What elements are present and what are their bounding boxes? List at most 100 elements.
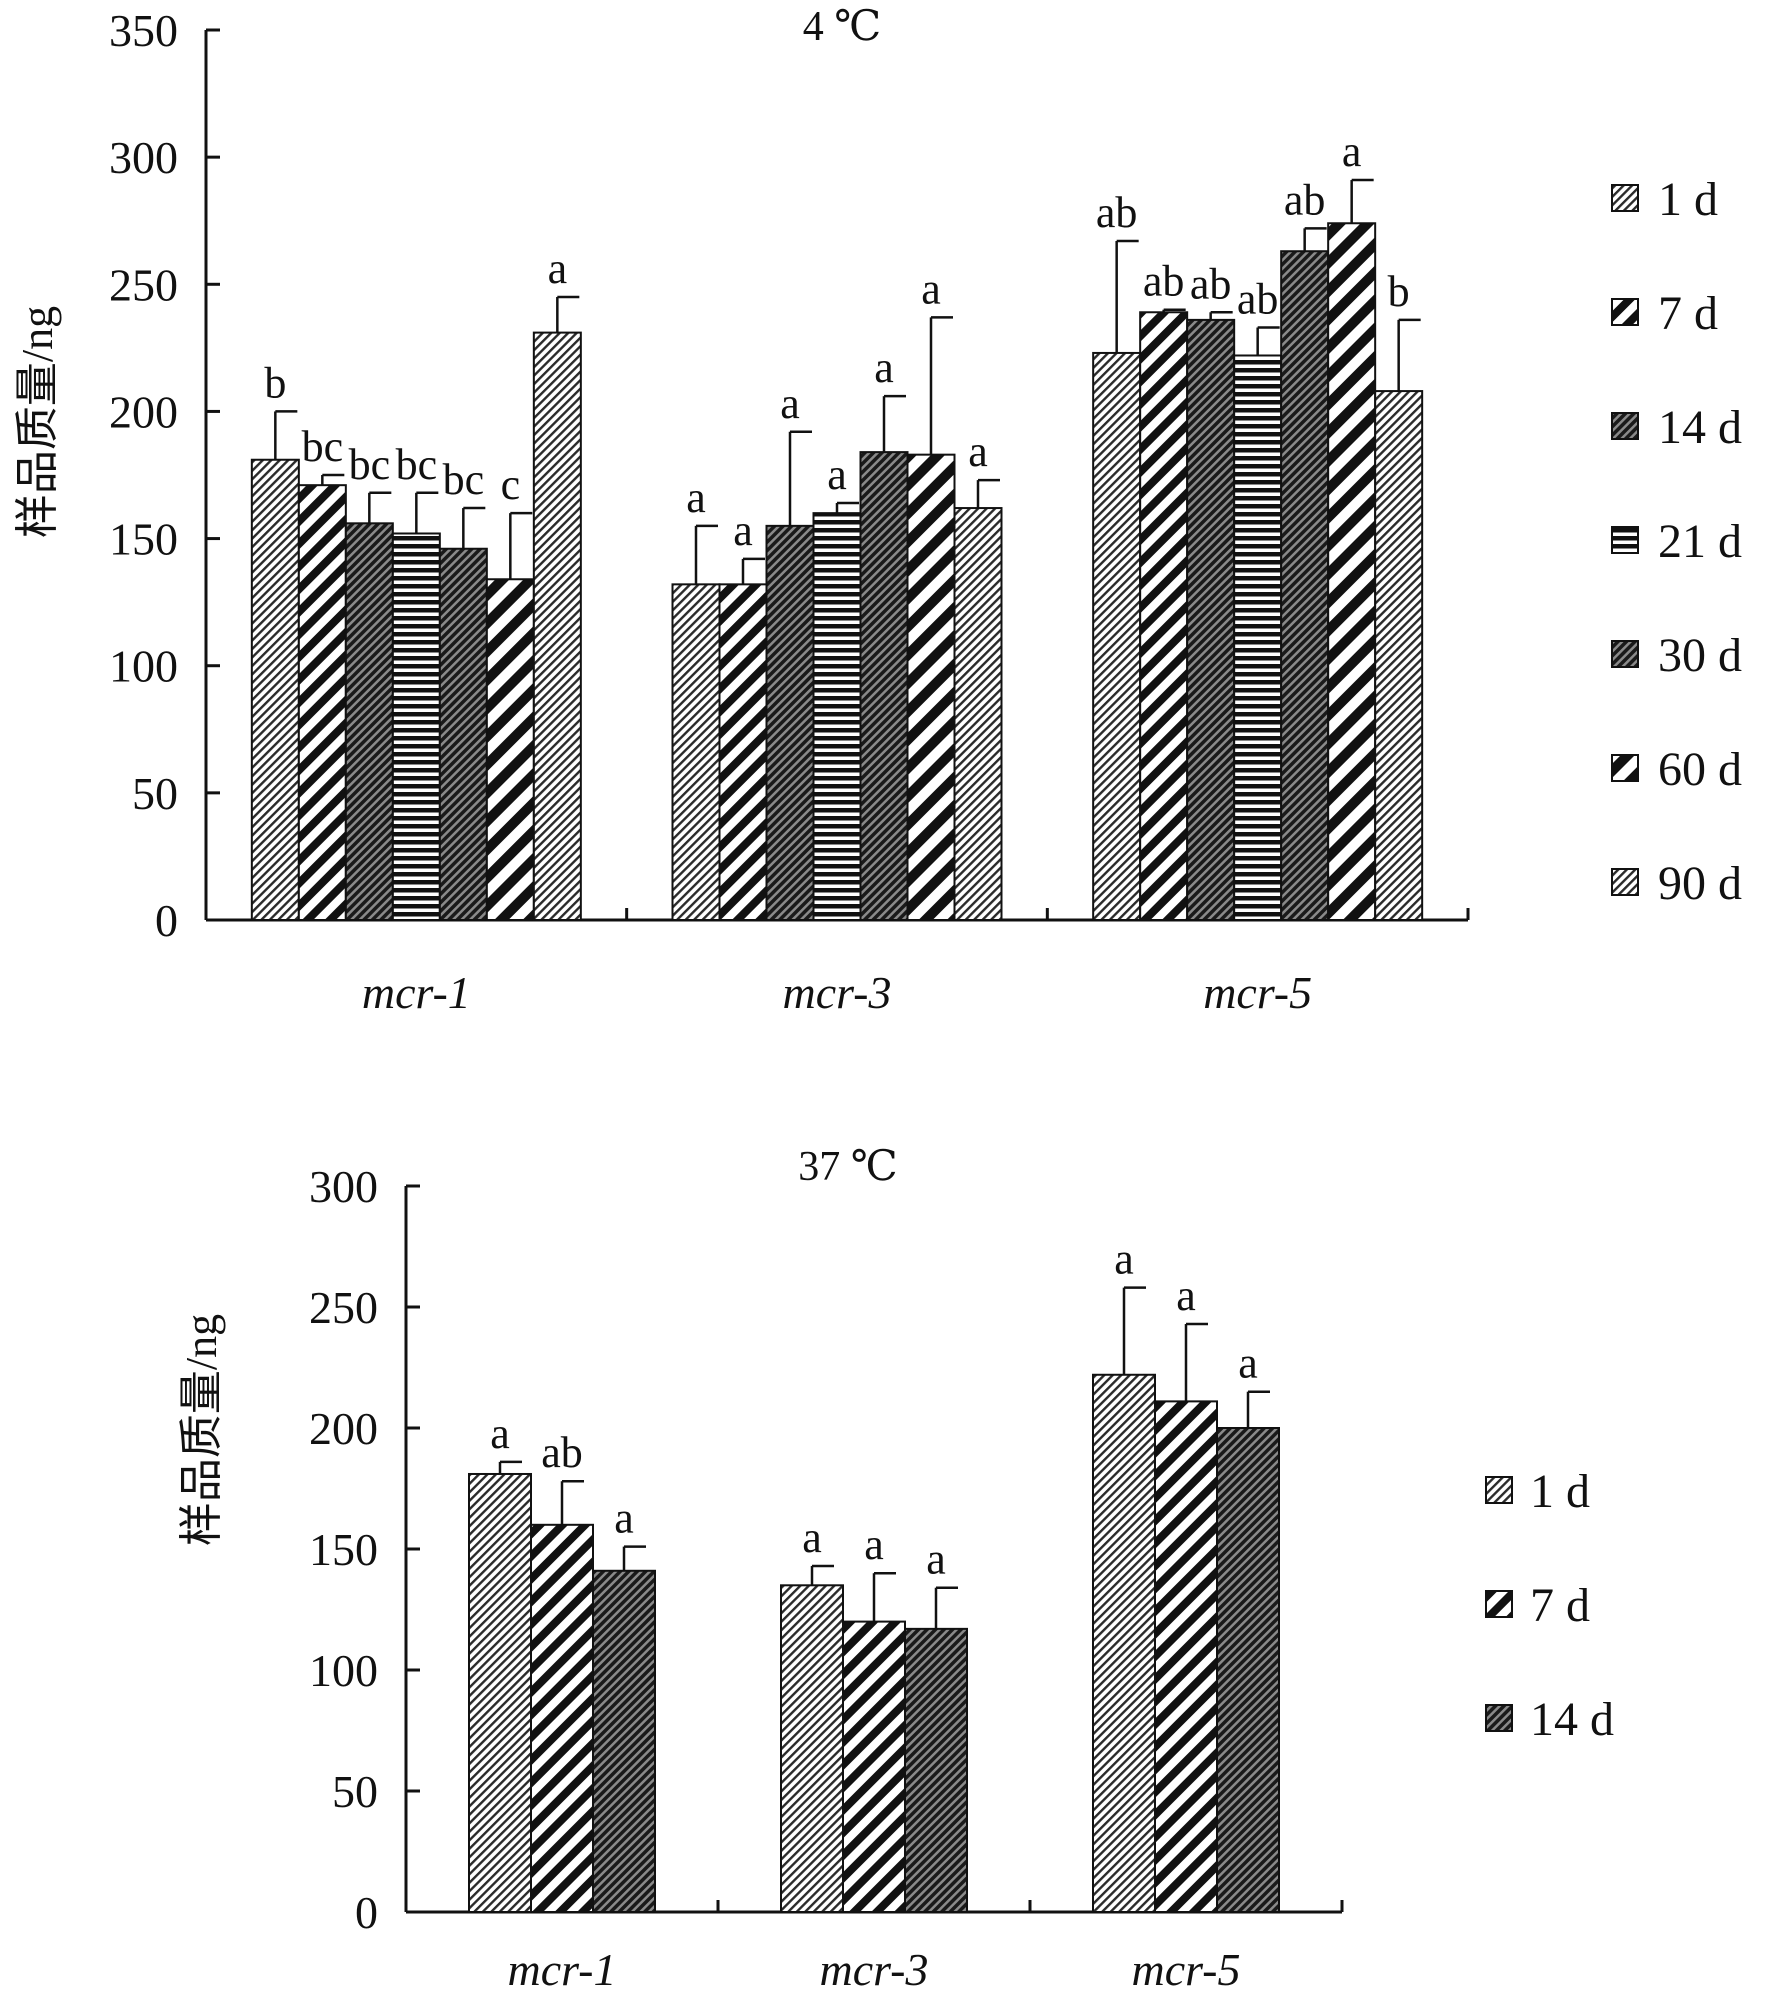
bar bbox=[438, 547, 488, 921]
y-tick-label: 0 bbox=[355, 1887, 378, 1938]
bar bbox=[532, 331, 582, 922]
significance-label: b bbox=[1388, 267, 1410, 316]
bar bbox=[391, 532, 441, 921]
significance-label: bc bbox=[443, 455, 485, 504]
y-tick-label: 350 bbox=[109, 5, 178, 56]
chart-title: 4 ℃ bbox=[803, 4, 881, 50]
legend-swatch bbox=[1611, 754, 1639, 782]
legend-swatch bbox=[1611, 868, 1639, 896]
y-tick-label: 150 bbox=[309, 1524, 378, 1575]
bar bbox=[1139, 311, 1189, 921]
significance-label: a bbox=[1342, 127, 1362, 176]
significance-label: a bbox=[874, 343, 894, 392]
y-tick-label: 250 bbox=[109, 259, 178, 310]
legend: 1 d 7 d 14 d 21 d 30 d 60 d 90 d bbox=[1611, 173, 1742, 910]
significance-label: a bbox=[1238, 1339, 1258, 1388]
x-tick-label: mcr-1 bbox=[508, 1944, 617, 1994]
significance-label: a bbox=[827, 450, 847, 499]
x-tick-label: mcr-1 bbox=[362, 967, 471, 1018]
significance-label: a bbox=[733, 506, 753, 555]
legend-label: 1 d bbox=[1530, 1465, 1590, 1518]
bar bbox=[953, 507, 1003, 921]
chart-4c: 4 ℃ 样品质量/ng 0 50 100 150 200 250 300 350 mcr-1 mc… bbox=[13, 4, 1742, 1018]
bar bbox=[485, 578, 535, 921]
significance-label: a bbox=[1114, 1235, 1134, 1284]
y-tick-label: 100 bbox=[109, 641, 178, 692]
significance-label: a bbox=[686, 473, 706, 522]
legend-swatch bbox=[1485, 1476, 1513, 1504]
bar bbox=[780, 1584, 844, 1914]
significance-label: a bbox=[926, 1535, 946, 1584]
significance-label: ab bbox=[1190, 259, 1232, 308]
legend-label: 21 d bbox=[1658, 515, 1742, 568]
legend-label: 14 d bbox=[1530, 1693, 1614, 1746]
legend-label: 30 d bbox=[1658, 629, 1742, 682]
bar bbox=[671, 583, 721, 921]
bar bbox=[1327, 222, 1377, 921]
axes: 0 50 100 150 200 250 300 350 mcr-1 mcr-3 mcr-5 bbox=[109, 5, 1470, 1018]
legend-swatch bbox=[1485, 1590, 1513, 1618]
significance-label: bc bbox=[302, 422, 344, 471]
legend-swatch bbox=[1611, 640, 1639, 668]
y-tick-label: 300 bbox=[109, 132, 178, 183]
bar bbox=[906, 453, 956, 921]
significance-label: ab bbox=[1237, 275, 1279, 324]
significance-label: a bbox=[548, 244, 568, 293]
bar bbox=[1233, 354, 1283, 921]
legend-swatch bbox=[1485, 1704, 1513, 1732]
legend-swatch bbox=[1611, 184, 1639, 212]
y-tick-label: 50 bbox=[332, 1766, 378, 1817]
significance-label: a bbox=[1176, 1271, 1196, 1320]
y-axis-label: 样品质量/ng bbox=[177, 1314, 226, 1546]
bar bbox=[842, 1620, 906, 1913]
bar bbox=[1186, 318, 1236, 921]
bar bbox=[297, 484, 347, 921]
x-tick-label: mcr-3 bbox=[820, 1944, 929, 1994]
y-tick-label: 50 bbox=[132, 768, 178, 819]
bar bbox=[1092, 1373, 1156, 1913]
legend-label: 90 d bbox=[1658, 857, 1742, 910]
bar bbox=[859, 451, 909, 921]
bar bbox=[530, 1523, 594, 1914]
y-axis-label: 样品质量/ng bbox=[13, 306, 62, 538]
legend-swatch bbox=[1611, 412, 1639, 440]
significance-label: bc bbox=[349, 440, 391, 489]
bar bbox=[1280, 250, 1330, 921]
legend-label: 7 d bbox=[1658, 287, 1718, 340]
legend-swatch bbox=[1611, 526, 1639, 554]
legend-label: 1 d bbox=[1658, 173, 1718, 226]
significance-label: a bbox=[968, 427, 988, 476]
significance-label: a bbox=[921, 264, 941, 313]
y-tick-label: 100 bbox=[309, 1645, 378, 1696]
significance-label: a bbox=[802, 1513, 822, 1562]
bar bbox=[344, 522, 394, 921]
y-tick-label: 200 bbox=[309, 1403, 378, 1454]
bar bbox=[592, 1569, 656, 1914]
bar bbox=[812, 512, 862, 922]
legend: 1 d 7 d 14 d bbox=[1485, 1465, 1614, 1746]
significance-label: ab bbox=[1096, 188, 1138, 237]
bar bbox=[1092, 351, 1142, 921]
x-tick-label: mcr-5 bbox=[1203, 967, 1312, 1018]
significance-label: ab bbox=[1284, 175, 1326, 224]
bar bbox=[250, 458, 300, 921]
bar bbox=[904, 1627, 968, 1913]
chart-title: 37 ℃ bbox=[798, 1144, 897, 1190]
significance-label: a bbox=[780, 379, 800, 428]
bar bbox=[718, 583, 768, 921]
significance-label: a bbox=[614, 1494, 634, 1543]
bar bbox=[1154, 1400, 1218, 1913]
legend-label: 60 d bbox=[1658, 743, 1742, 796]
bar bbox=[1216, 1427, 1280, 1913]
bar bbox=[468, 1472, 532, 1913]
y-tick-label: 150 bbox=[109, 514, 178, 565]
y-tick-label: 0 bbox=[155, 895, 178, 946]
significance-label: b bbox=[264, 358, 286, 407]
significance-label: ab bbox=[1143, 257, 1185, 306]
y-tick-label: 300 bbox=[309, 1161, 378, 1212]
x-tick-label: mcr-3 bbox=[783, 967, 892, 1018]
significance-label: a bbox=[864, 1520, 884, 1569]
legend-label: 7 d bbox=[1530, 1579, 1590, 1632]
